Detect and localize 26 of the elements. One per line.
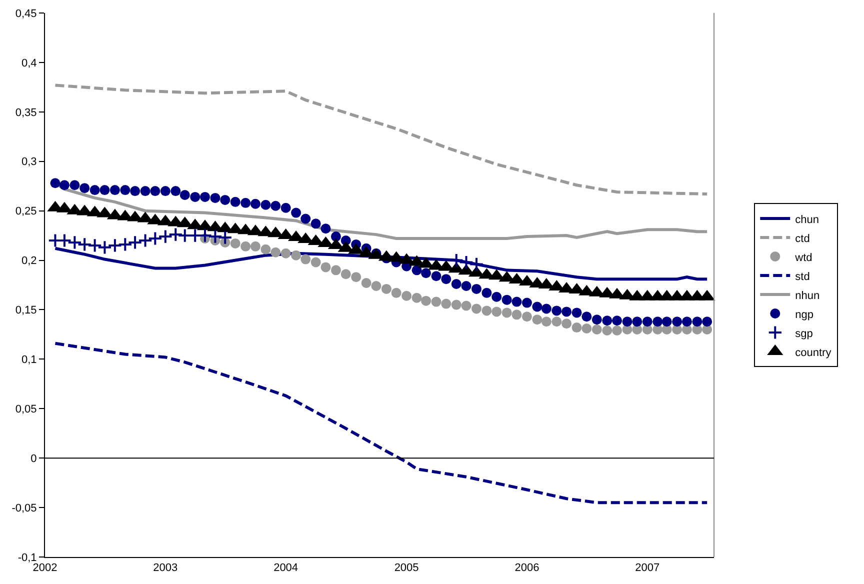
- legend-label: chun: [795, 214, 819, 226]
- y-tick-label: 0,45: [15, 8, 37, 20]
- legend-label: wtd: [794, 252, 812, 264]
- y-tick-label: 0,3: [22, 156, 37, 168]
- y-tick-label: 0,35: [15, 106, 37, 119]
- y-tick-label: 0: [30, 452, 37, 465]
- x-tick-label: 2002: [32, 562, 58, 574]
- y-tick-label: 0,15: [15, 304, 37, 317]
- y-tick-label: 0,2: [22, 255, 37, 268]
- legend-label: std: [795, 270, 810, 283]
- y-tick-label: -0,05: [12, 502, 37, 514]
- y-tick-label: 0,05: [15, 403, 37, 416]
- x-tick-label: 2005: [394, 562, 419, 574]
- x-tick-label: 2003: [153, 562, 178, 574]
- x-tick-label: 2004: [274, 562, 298, 574]
- legend-label: ngp: [795, 308, 814, 321]
- legend-label: ctd: [795, 232, 810, 245]
- y-tick-label: 0,4: [22, 57, 37, 70]
- legend-label: nhun: [795, 290, 820, 302]
- legend-label: sgp: [795, 328, 813, 340]
- x-tick-label: 2007: [635, 562, 660, 574]
- legend-label: country: [795, 346, 832, 359]
- y-tick-label: 0,25: [15, 206, 37, 218]
- x-tick-label: 2006: [514, 562, 540, 574]
- y-tick-label: 0,1: [22, 354, 37, 366]
- y-tick-label: -0,1: [18, 552, 37, 564]
